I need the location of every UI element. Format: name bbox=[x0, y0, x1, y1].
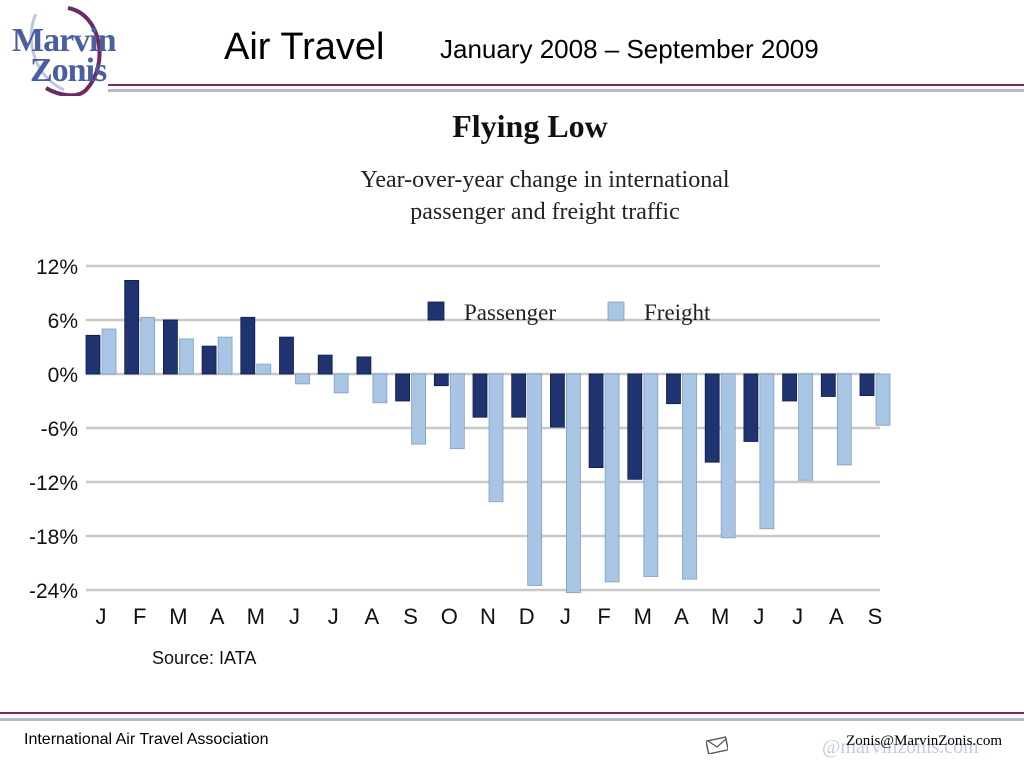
passenger-bar bbox=[588, 373, 604, 468]
y-tick-label: 6% bbox=[48, 310, 78, 333]
passenger-bar bbox=[279, 336, 294, 375]
passenger-bar bbox=[859, 373, 875, 397]
page-subtitle: January 2008 – September 2009 bbox=[440, 34, 819, 64]
freight-bar bbox=[682, 373, 697, 580]
freight-bar bbox=[295, 373, 310, 385]
freight-bar bbox=[217, 336, 233, 375]
freight-bar bbox=[604, 373, 620, 583]
passenger-bar bbox=[395, 373, 411, 402]
y-tick-label: -18% bbox=[29, 526, 78, 549]
passenger-bar bbox=[743, 373, 759, 442]
x-tick-label: F bbox=[597, 604, 610, 629]
freight-bar bbox=[449, 373, 465, 450]
logo: Marvin Zonis bbox=[6, 4, 126, 96]
x-tick-label: M bbox=[711, 604, 729, 629]
legend-passenger-label: Passenger bbox=[464, 300, 556, 325]
freight-bar bbox=[411, 373, 427, 445]
chart-title: Flying Low bbox=[452, 108, 608, 144]
bar-chart: 12%6%0%-6%-12%-18%-24%J F M A M J J A S O N D J F M A M J… bbox=[29, 256, 891, 629]
envelope-icon bbox=[706, 736, 728, 754]
freight-bar bbox=[140, 316, 156, 375]
freight-bar bbox=[488, 373, 504, 503]
passenger-bar bbox=[550, 373, 565, 428]
passenger-bar bbox=[704, 373, 720, 463]
x-tick-label: M bbox=[169, 604, 187, 629]
freight-bar bbox=[836, 373, 852, 466]
header-divider-shadow bbox=[108, 89, 1024, 92]
passenger-bar bbox=[85, 334, 101, 375]
y-tick-label: 0% bbox=[48, 364, 78, 387]
passenger-bar bbox=[511, 373, 527, 418]
chart-source: Source: IATA bbox=[152, 648, 257, 668]
chart-subtitle-line-2: passenger and freight traffic bbox=[410, 199, 680, 225]
footer-divider-shadow bbox=[0, 718, 1024, 721]
passenger-bar bbox=[433, 373, 449, 387]
freight-bar bbox=[256, 363, 272, 375]
x-tick-label: J bbox=[96, 604, 107, 629]
y-tick-label: -6% bbox=[41, 418, 78, 441]
x-tick-label: D bbox=[519, 604, 535, 629]
legend-freight-label: Freight bbox=[644, 300, 711, 325]
y-tick-label: 12% bbox=[36, 256, 78, 279]
x-tick-label: N bbox=[480, 604, 496, 629]
x-tick-label: O bbox=[441, 604, 458, 629]
passenger-bar bbox=[666, 373, 681, 405]
x-tick-label: S bbox=[403, 604, 418, 629]
logo-line-1: Marvin bbox=[12, 22, 117, 59]
y-tick-label: -24% bbox=[29, 580, 78, 603]
x-tick-label: J bbox=[792, 604, 803, 629]
passenger-bar bbox=[201, 345, 217, 375]
passenger-bar bbox=[820, 373, 836, 397]
x-tick-label: A bbox=[365, 604, 380, 629]
freight-bar bbox=[720, 373, 736, 539]
x-tick-label: J bbox=[560, 604, 571, 629]
footer-divider bbox=[0, 712, 1024, 714]
x-tick-label: F bbox=[133, 604, 146, 629]
freight-bar bbox=[875, 373, 891, 426]
passenger-bar bbox=[124, 280, 140, 375]
freight-bar bbox=[643, 373, 659, 577]
freight-bar bbox=[372, 373, 388, 404]
freight-bar bbox=[101, 328, 117, 375]
chart-subtitle-line-1: Year-over-year change in international bbox=[360, 167, 730, 193]
passenger-bar bbox=[472, 373, 488, 418]
freight-bar bbox=[798, 373, 813, 481]
footer-website: @marvinzonis.com bbox=[822, 736, 979, 758]
x-tick-label: J bbox=[289, 604, 300, 629]
logo-swirl-icon bbox=[29, 6, 102, 96]
chart-subtitle: Year-over-year change in international p… bbox=[0, 164, 1024, 228]
x-tick-label: M bbox=[634, 604, 652, 629]
x-tick-label: M bbox=[247, 604, 265, 629]
x-tick-label: A bbox=[829, 604, 844, 629]
logo-line-2: Zonis bbox=[30, 52, 107, 89]
x-tick-label: A bbox=[210, 604, 225, 629]
x-tick-label: J bbox=[753, 604, 764, 629]
legend-freight-swatch bbox=[607, 301, 625, 321]
passenger-bar bbox=[240, 316, 256, 375]
header-divider bbox=[108, 84, 1024, 86]
freight-bar bbox=[178, 338, 194, 375]
passenger-bar bbox=[317, 354, 333, 375]
passenger-bar bbox=[627, 373, 643, 480]
legend-passenger-swatch bbox=[427, 301, 445, 321]
passenger-bar bbox=[356, 356, 372, 375]
freight-bar bbox=[527, 373, 543, 586]
x-tick-label: J bbox=[328, 604, 339, 629]
x-tick-label: S bbox=[868, 604, 883, 629]
y-tick-label: -12% bbox=[29, 472, 78, 495]
x-tick-label: A bbox=[674, 604, 689, 629]
passenger-bar bbox=[782, 373, 797, 402]
footer-organization: International Air Travel Association bbox=[24, 731, 269, 748]
freight-bar bbox=[759, 373, 775, 530]
page-title: Air Travel bbox=[224, 26, 385, 68]
freight-bar bbox=[333, 373, 349, 394]
freight-bar bbox=[566, 373, 581, 594]
footer-email-link[interactable]: Zonis@MarvinZonis.com bbox=[846, 733, 1002, 749]
passenger-bar bbox=[162, 319, 178, 375]
